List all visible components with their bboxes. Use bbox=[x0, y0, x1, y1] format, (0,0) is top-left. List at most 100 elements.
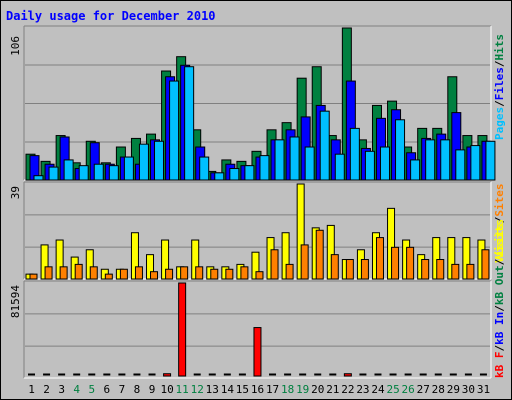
bar-pages bbox=[440, 139, 451, 181]
bar-pages bbox=[244, 165, 255, 181]
bar-pages bbox=[214, 172, 225, 181]
x-tick-label: 6 bbox=[104, 383, 111, 396]
legend-entry: kB F bbox=[493, 352, 506, 379]
bar-pages bbox=[425, 139, 436, 181]
legend-entry: / bbox=[493, 216, 506, 223]
x-tick-label: 25 bbox=[386, 383, 399, 396]
legend-entry: / bbox=[493, 60, 506, 67]
legend-visits: Visits/Sites bbox=[493, 184, 506, 264]
y-max-label: 39 bbox=[9, 186, 22, 199]
legend-entry: / bbox=[493, 305, 506, 312]
bar-kb-f bbox=[163, 373, 172, 377]
legend-entry: / bbox=[493, 345, 506, 352]
bar-sites bbox=[300, 244, 309, 280]
bar-sites bbox=[315, 229, 324, 280]
bar-sites bbox=[436, 259, 445, 280]
bar-sites bbox=[104, 273, 113, 280]
bar-pages bbox=[319, 110, 330, 181]
bar-pages bbox=[304, 146, 315, 181]
y-max-label: 81594 bbox=[9, 285, 22, 318]
bar-sites bbox=[59, 266, 68, 280]
bar-sites bbox=[391, 246, 400, 280]
bar-pages bbox=[169, 80, 180, 181]
bar-pages bbox=[410, 159, 421, 181]
bar-sites bbox=[406, 246, 415, 280]
x-tick-label: 16 bbox=[251, 383, 264, 396]
x-tick-label: 30 bbox=[462, 383, 475, 396]
bar-kb-f bbox=[178, 282, 187, 377]
legend-kbytes: kB F/kB In/kB Out/Visits bbox=[493, 219, 506, 378]
bar-sites bbox=[375, 237, 384, 280]
bar-pages bbox=[78, 165, 89, 181]
bar-pages bbox=[379, 146, 390, 181]
bar-pages bbox=[33, 175, 44, 181]
x-tick-label: 2 bbox=[43, 383, 50, 396]
bar-sites bbox=[119, 268, 128, 280]
bar-sites bbox=[210, 268, 219, 280]
bar-sites bbox=[330, 254, 339, 280]
bar-sites bbox=[255, 271, 264, 280]
bar-sites bbox=[150, 271, 159, 280]
x-tick-label: 17 bbox=[266, 383, 279, 396]
x-tick-label: 22 bbox=[341, 383, 354, 396]
x-tick-label: 13 bbox=[206, 383, 219, 396]
legend-entry: Visits bbox=[493, 219, 506, 259]
bar-pages bbox=[395, 119, 406, 181]
bar-sites bbox=[74, 263, 83, 280]
legend-entry: / bbox=[493, 258, 506, 265]
x-tick-label: 10 bbox=[160, 383, 173, 396]
bar-pages bbox=[199, 156, 210, 181]
legend-entry: Visits bbox=[493, 223, 506, 263]
x-tick-label: 21 bbox=[326, 383, 339, 396]
bar-pages bbox=[259, 155, 270, 181]
x-tick-label: 12 bbox=[191, 383, 204, 396]
bar-sites bbox=[270, 249, 279, 280]
x-tick-label: 5 bbox=[88, 383, 95, 396]
bar-pages bbox=[455, 149, 466, 181]
bar-pages bbox=[349, 127, 360, 181]
x-tick-label: 24 bbox=[371, 383, 385, 396]
bar-sites bbox=[421, 259, 430, 280]
bar-sites bbox=[481, 249, 490, 280]
bar-pages bbox=[138, 143, 149, 181]
bar-sites bbox=[466, 263, 475, 280]
x-tick-label: 20 bbox=[311, 383, 324, 396]
bar-pages bbox=[48, 166, 59, 181]
bar-pages bbox=[364, 150, 375, 181]
x-tick-label: 28 bbox=[432, 383, 445, 396]
legend-entry: kB In bbox=[493, 312, 506, 345]
bar-sites bbox=[360, 259, 369, 280]
bar-sites bbox=[180, 266, 189, 280]
bar-pages bbox=[63, 159, 74, 181]
bar-pages bbox=[229, 168, 240, 181]
bar-sites bbox=[345, 259, 354, 280]
bar-pages bbox=[470, 145, 481, 181]
x-tick-label: 15 bbox=[236, 383, 249, 396]
x-tick-label: 29 bbox=[447, 383, 460, 396]
bar-sites bbox=[165, 268, 174, 280]
x-tick-label: 9 bbox=[149, 383, 156, 396]
x-tick-label: 23 bbox=[356, 383, 369, 396]
bar-pages bbox=[184, 66, 195, 181]
bar-pages bbox=[289, 136, 300, 181]
y-max-label: 106 bbox=[9, 36, 22, 56]
bar-sites bbox=[240, 266, 249, 280]
legend-entry: / bbox=[493, 100, 506, 107]
legend-entry: Files bbox=[493, 67, 506, 100]
bar-pages bbox=[485, 140, 496, 181]
x-tick-label: 14 bbox=[221, 383, 235, 396]
bar-kb-f bbox=[343, 373, 352, 377]
chart-title: Daily usage for December 2010 bbox=[6, 9, 216, 23]
x-tick-label: 8 bbox=[134, 383, 141, 396]
x-tick-label: 1 bbox=[28, 383, 35, 396]
x-tick-label: 27 bbox=[417, 383, 430, 396]
bar-sites bbox=[195, 266, 204, 280]
x-tick-label: 4 bbox=[73, 383, 80, 396]
legend-entry: Sites bbox=[493, 184, 506, 217]
legend-hits: Pages/Files/Hits bbox=[493, 34, 506, 140]
bar-pages bbox=[93, 163, 104, 181]
bar-sites bbox=[134, 266, 143, 280]
bar-sites bbox=[451, 263, 460, 280]
x-tick-label: 11 bbox=[176, 383, 189, 396]
